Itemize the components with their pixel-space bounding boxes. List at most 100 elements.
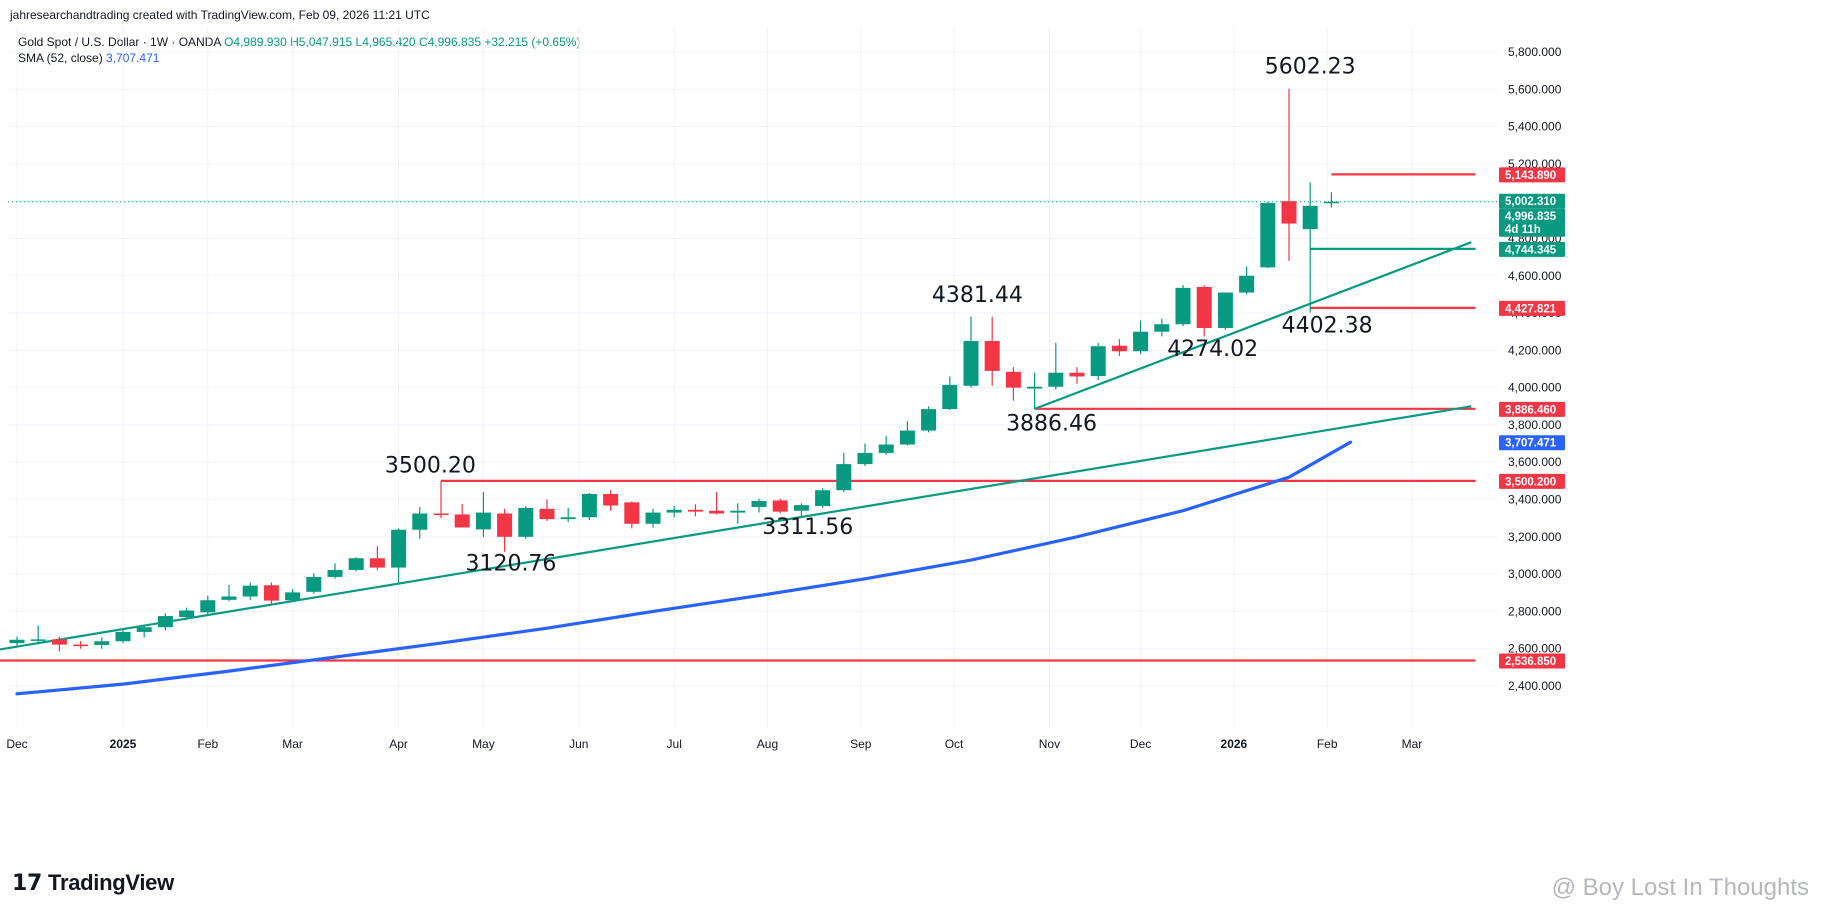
price-badge: 4,427.821 [1499,300,1565,316]
candle-body [666,509,682,513]
price-badge: 4d 11h [1499,221,1565,237]
price-badge: 3,707.471 [1499,435,1565,451]
tradingview-logo[interactable]: 𝟭𝟳 TradingView [12,870,174,896]
candle [9,636,25,647]
x-tick-label: Sep [850,737,872,751]
x-tick-label: Jun [569,737,588,751]
y-tick-label: 4,200.000 [1508,343,1562,357]
candle [645,508,661,528]
candle [369,546,385,571]
trendlines [0,241,1472,651]
candle [878,436,894,455]
annotations: 5602.23 4402.38 4381.44 4274.02 3886.46 3500.… [385,54,1373,576]
legend-sma-label[interactable]: SMA (52, close) [18,51,103,65]
price-badge-bg [1499,167,1565,183]
candle [1302,182,1318,313]
candle-body [9,639,25,644]
candle [179,607,195,620]
price-annotation: 4402.38 [1282,314,1373,339]
price-badge-bg [1499,208,1565,224]
candle-body [327,570,343,577]
candle-body [539,508,555,520]
candle-body [136,627,152,632]
candle [497,508,513,552]
candle-body [921,409,937,431]
legend-symbol[interactable]: Gold Spot / U.S. Dollar · 1W · OANDA [18,35,221,49]
price-badge-text: 3,500.200 [1505,476,1556,488]
candle [603,490,619,511]
candle [942,376,958,411]
candle-body [1323,201,1339,204]
candle [115,630,131,644]
candle [1175,285,1191,327]
price-badge-bg [1499,435,1565,451]
candle [1090,342,1106,381]
candle-body [391,529,407,568]
candle-body [1005,371,1021,388]
candle [1027,372,1043,409]
candle-body [963,341,979,386]
x-tick-label: Mar [1402,737,1423,751]
candle-body [687,509,703,512]
x-axis: Dec 2025 Feb Mar Apr May Jun Jul Aug Sep Oct Nov Dec… [6,737,1422,751]
price-badge-text: 5,002.310 [1505,196,1556,208]
legend-change: +32.215 (+0.65%) [484,35,581,49]
candle-body [1281,201,1297,224]
candle [285,589,301,602]
candle-body [815,490,831,507]
candle-body [1217,292,1233,328]
candle [51,636,67,652]
y-tick-label: 4,000.000 [1508,381,1562,395]
legend-sma-row: SMA (52, close) 3,707.471 [18,50,580,66]
candles [9,88,1339,652]
trendline [0,405,1472,651]
candle-body [899,430,915,445]
y-tick-label: 2,600.000 [1508,642,1562,656]
price-badge: 3,886.460 [1499,401,1565,417]
candle-body [285,592,301,601]
y-tick-label: 5,600.000 [1508,82,1562,96]
y-tick-label: 4,600.000 [1508,269,1562,283]
price-badge-text: 5,143.890 [1505,170,1556,182]
price-badge-text: 3,707.471 [1505,438,1557,450]
candle-body [836,464,852,491]
candle-body [73,644,89,647]
price-badge-bg [1499,300,1565,316]
candle-body [984,341,1000,371]
candle [963,316,979,388]
candle [624,501,640,529]
legend-close: C4,996.835 [418,35,482,49]
candle-body [30,639,46,641]
candle [836,452,852,493]
legend-low: L4,965.420 [355,35,416,49]
x-tick-label: 2026 [1221,737,1248,751]
candle-body [1027,386,1043,389]
price-badge-text: 4,996.835 [1505,211,1557,223]
candle [1196,285,1212,337]
y-tick-label: 5,800.000 [1508,45,1562,59]
price-annotation: 4274.02 [1167,337,1258,362]
y-tick-label: 3,800.000 [1508,418,1562,432]
candle [348,557,364,572]
y-tick-label: 3,600.000 [1508,455,1562,469]
candle-body [348,558,364,571]
legend-sma-value: 3,707.471 [106,51,160,65]
candle-body [1175,287,1191,325]
candle-body [1260,203,1276,268]
candle [30,625,46,644]
candle [1069,367,1085,384]
candle-body [1133,331,1149,352]
price-badge-text: 3,886.460 [1505,404,1556,416]
candle [1048,342,1064,390]
candle [921,406,937,433]
price-badge: 4,996.835 [1499,208,1565,224]
candle [412,506,428,539]
x-tick-label: Aug [757,737,778,751]
candle [200,595,216,615]
candle [1281,88,1297,261]
candle [1217,292,1233,330]
candle-body [518,507,534,537]
candle [327,563,343,579]
